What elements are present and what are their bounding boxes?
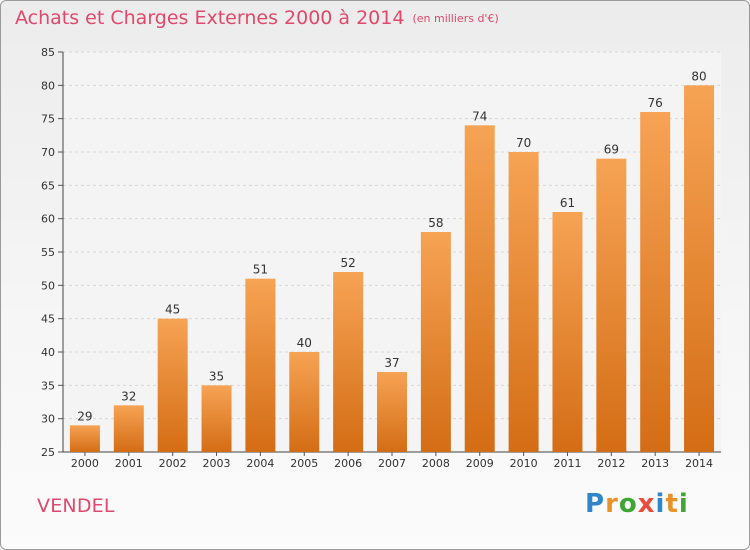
y-tick-label: 65 [41, 179, 55, 192]
data-label: 29 [77, 409, 92, 423]
x-tick-label: 2013 [641, 457, 669, 470]
logo-letter: o [618, 489, 638, 519]
logo-letter: P [585, 489, 606, 519]
data-label: 76 [648, 96, 663, 110]
logo-letter: t [665, 489, 679, 519]
x-tick-label: 2011 [553, 457, 581, 470]
logo-letter: r [605, 489, 619, 519]
bar [69, 425, 100, 452]
data-label: 40 [297, 336, 312, 350]
x-tick-label: 2012 [597, 457, 625, 470]
bar [201, 385, 232, 452]
x-tick-label: 2014 [685, 457, 713, 470]
data-label: 69 [604, 143, 619, 157]
proxiti-logo: Proxiti [585, 489, 689, 519]
y-tick-label: 45 [41, 313, 55, 326]
data-label: 74 [472, 109, 487, 123]
data-label: 80 [691, 69, 706, 83]
data-label: 61 [560, 196, 575, 210]
y-tick-label: 75 [41, 113, 55, 126]
data-label: 70 [516, 136, 531, 150]
data-label: 45 [165, 303, 180, 317]
x-tick-label: 2008 [422, 457, 450, 470]
x-tick-label: 2003 [203, 457, 231, 470]
bar [684, 85, 715, 452]
bar [464, 125, 495, 452]
y-tick-label: 55 [41, 246, 55, 259]
y-tick-label: 35 [41, 379, 55, 392]
bar [113, 405, 144, 452]
bar [157, 318, 188, 452]
bar [333, 272, 364, 452]
data-label: 35 [209, 369, 224, 383]
y-tick-label: 40 [41, 346, 55, 359]
chart-unit: (en milliers d'€) [412, 12, 499, 25]
chart-title: Achats et Charges Externes 2000 à 2014 (e… [15, 7, 499, 29]
x-tick-label: 2000 [71, 457, 99, 470]
commune-name: VENDEL [37, 495, 115, 517]
bar [508, 152, 539, 452]
x-tick-label: 2002 [159, 457, 187, 470]
logo-letter: i [655, 489, 666, 519]
logo-letter: x [637, 489, 656, 519]
y-tick-label: 80 [41, 79, 55, 92]
data-label: 58 [428, 216, 443, 230]
data-label: 32 [121, 389, 136, 403]
x-tick-label: 2010 [510, 457, 538, 470]
logo-letter: i [678, 489, 689, 519]
data-label: 51 [253, 263, 268, 277]
y-tick-label: 50 [41, 279, 55, 292]
bar [552, 212, 583, 452]
x-tick-label: 2005 [290, 457, 318, 470]
y-tick-label: 25 [41, 446, 55, 459]
y-tick-label: 30 [41, 413, 55, 426]
x-tick-label: 2007 [378, 457, 406, 470]
x-tick-label: 2004 [246, 457, 274, 470]
data-label: 37 [384, 356, 399, 370]
x-tick-label: 2009 [466, 457, 494, 470]
bar [245, 278, 276, 452]
bar [640, 112, 671, 452]
x-tick-label: 2006 [334, 457, 362, 470]
y-tick-label: 85 [41, 46, 55, 59]
data-label: 52 [340, 256, 355, 270]
y-tick-label: 60 [41, 213, 55, 226]
chart-title-text: Achats et Charges Externes 2000 à 2014 [15, 7, 405, 29]
y-tick-label: 70 [41, 146, 55, 159]
x-tick-label: 2001 [115, 457, 143, 470]
bar [289, 352, 320, 452]
bar [377, 372, 407, 452]
bar [596, 158, 627, 452]
bar [420, 232, 451, 452]
